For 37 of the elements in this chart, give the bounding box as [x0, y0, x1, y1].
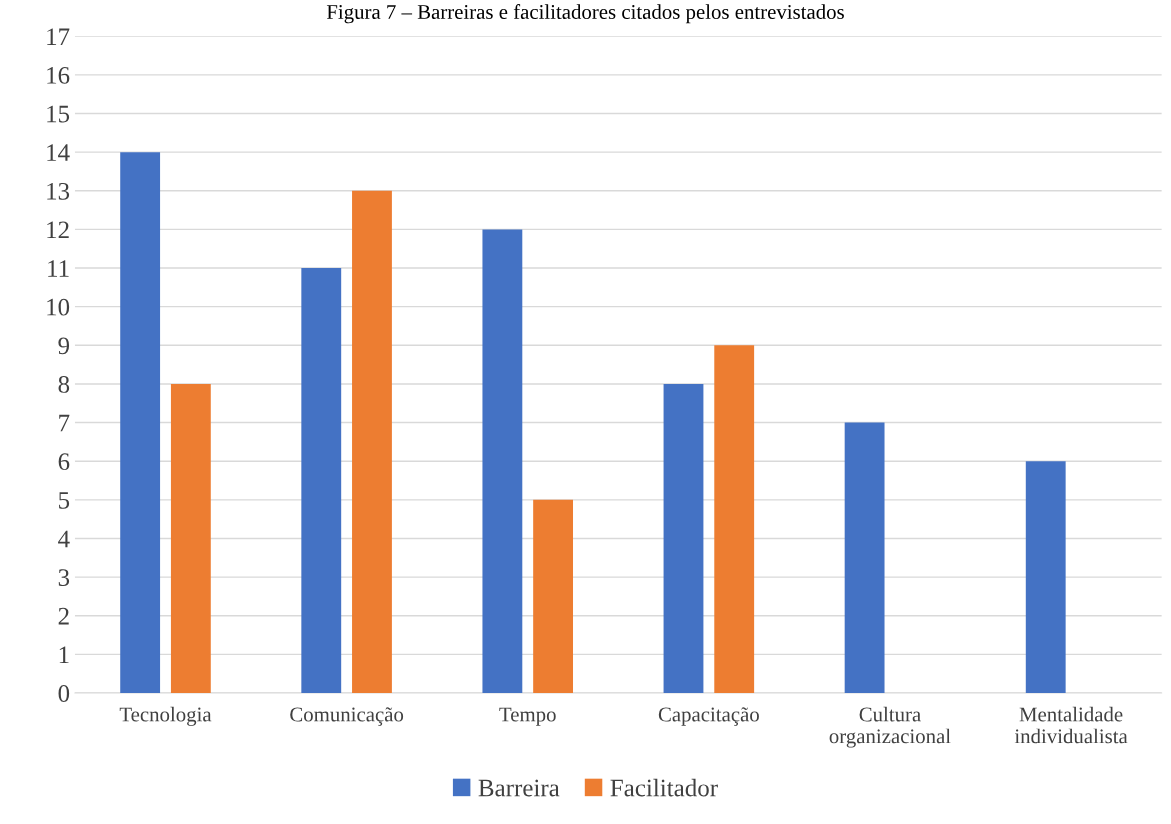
bar: [120, 152, 161, 693]
y-tick-label: 13: [47, 182, 70, 200]
x-tick-label: Tecnologia: [119, 706, 212, 726]
y-tick-label: 15: [47, 105, 70, 123]
x-tick-label: Mentalidade individualista: [1014, 706, 1128, 744]
y-tick-label: 9: [58, 337, 70, 355]
bar: [714, 345, 755, 693]
bar: [170, 383, 211, 693]
bar: [301, 268, 342, 693]
y-tick-label: 6: [58, 453, 70, 471]
y-tick-label: 11: [48, 260, 69, 277]
y-tick-label: 7: [59, 414, 70, 432]
y-tick-label: 16: [47, 67, 70, 84]
x-tick-label: Cultura organizacional: [829, 706, 951, 748]
bar: [663, 383, 704, 693]
y-tick-label: 1: [59, 646, 69, 664]
x-tick-label: Capacitação: [658, 707, 759, 726]
y-tick-label: 8: [58, 375, 70, 393]
bar: [352, 190, 392, 693]
y-tick-label: 3: [58, 569, 70, 587]
y-tick-label: 12: [47, 221, 69, 239]
y-tick-label: 10: [47, 298, 70, 316]
y-tick-label: 4: [58, 530, 70, 548]
x-tick-label: Tempo: [499, 707, 556, 726]
bar: [844, 422, 885, 693]
x-tick-label: Comunicação: [290, 707, 404, 726]
legend-label: Barreira: [478, 779, 560, 797]
bar: [1025, 461, 1066, 693]
y-tick-label: 5: [59, 492, 70, 509]
bar: [533, 499, 574, 693]
y-tick-label: 17: [47, 28, 70, 45]
y-tick-label: 14: [47, 144, 70, 161]
bar: [482, 229, 523, 693]
y-tick-label: 0: [58, 685, 70, 702]
legend-label: Facilitador: [610, 778, 718, 797]
y-tick-label: 2: [58, 607, 69, 625]
chart-title: Figura 7 – Barreiras e facilitadores citados pelos entrevistados: [326, 4, 844, 24]
